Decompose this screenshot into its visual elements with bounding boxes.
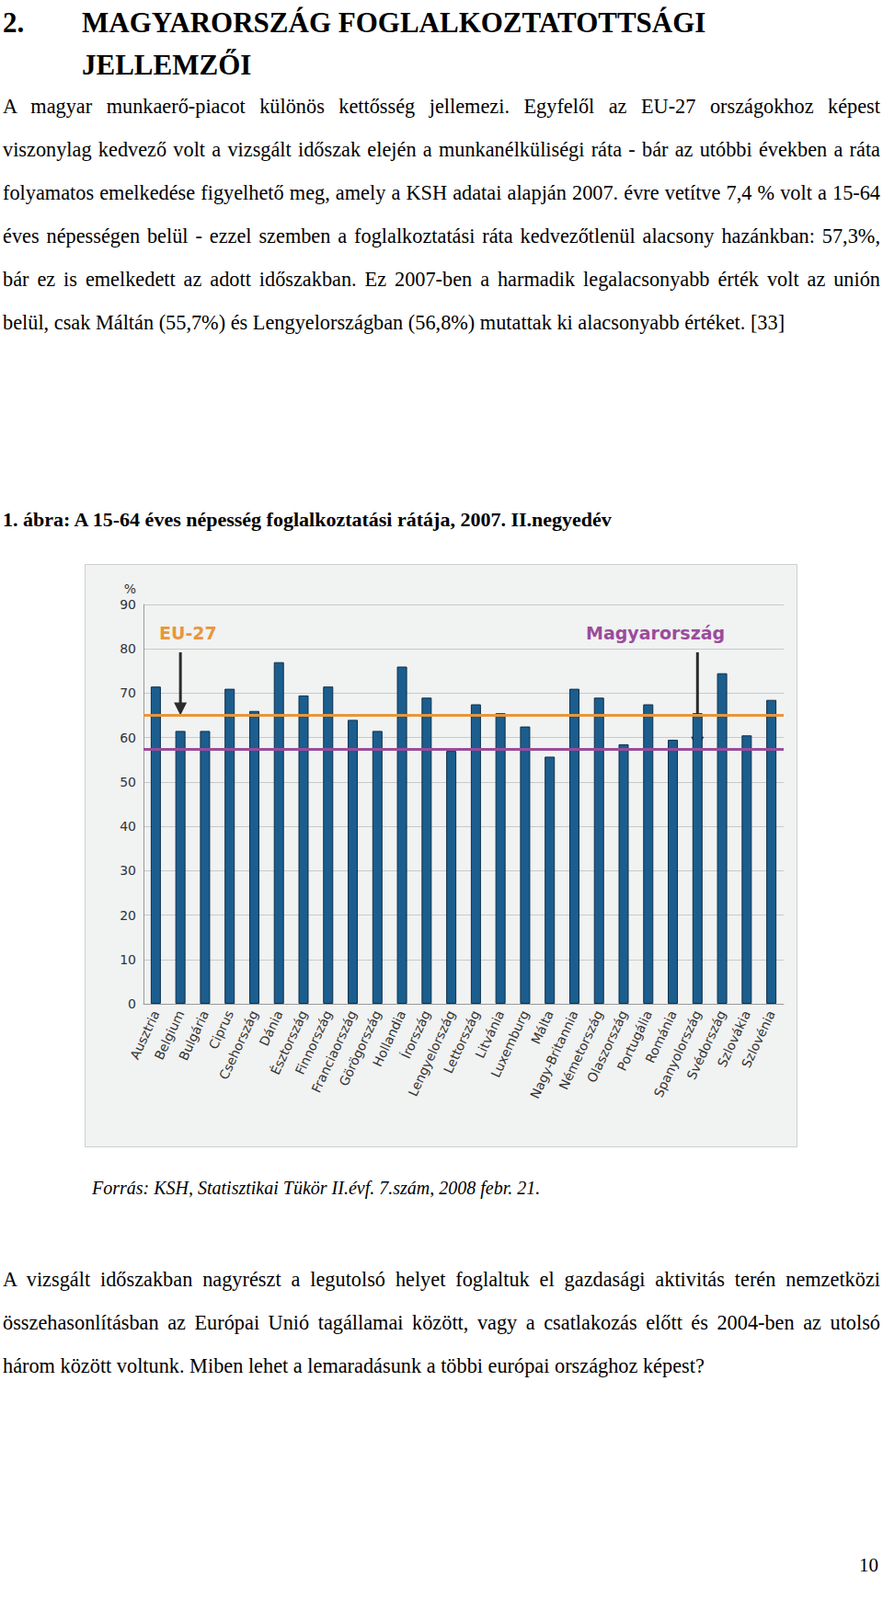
svg-text:Szlovákia: Szlovákia bbox=[714, 1007, 754, 1069]
svg-text:0: 0 bbox=[127, 996, 137, 1011]
svg-text:Hollandia: Hollandia bbox=[369, 1008, 409, 1069]
svg-text:70: 70 bbox=[119, 685, 137, 700]
html-text:1. ábra: A 15-64 éves népesség: 1. ábra: A 15-64 éves népesség foglalkoz… bbox=[2, 507, 612, 531]
svg-text:Luxemburg: Luxemburg bbox=[487, 1008, 532, 1080]
svg-text:30: 30 bbox=[119, 862, 137, 878]
svg-text:Bulgária: Bulgária bbox=[175, 1008, 212, 1063]
svg-text:Nagy-Britannia: Nagy-Britannia bbox=[527, 1007, 582, 1101]
svg-text:Csehország: Csehország bbox=[216, 1008, 262, 1082]
svg-text:Ausztria: Ausztria bbox=[127, 1007, 163, 1062]
svg-text:10: 10 bbox=[119, 951, 137, 967]
svg-text:EU-27: EU-27 bbox=[159, 622, 218, 643]
svg-text:Málta: Málta bbox=[528, 1007, 557, 1047]
html-text:10: 10 bbox=[859, 1553, 879, 1576]
svg-text:Svédország: Svédország bbox=[683, 1007, 729, 1082]
html-text:A vizsgált időszakban nagyrész: A vizsgált időszakban nagyrészt a leguto… bbox=[2, 1267, 881, 1377]
svg-text:%: % bbox=[124, 581, 137, 597]
svg-text:Litvánia: Litvánia bbox=[472, 1007, 508, 1061]
html-text:A magyar munkaerő-piacot külön: A magyar munkaerő-piacot különös kettőss… bbox=[2, 94, 881, 334]
svg-text:Románia: Románia bbox=[642, 1007, 680, 1065]
html-text:2.: 2. bbox=[2, 6, 25, 39]
svg-text:Magyarország: Magyarország bbox=[585, 622, 725, 643]
svg-text:50: 50 bbox=[119, 774, 137, 790]
svg-text:40: 40 bbox=[119, 818, 137, 834]
svg-text:60: 60 bbox=[119, 730, 137, 746]
html-text:MAGYARORSZÁG FOGLALKOZTATOTTSÁ: MAGYARORSZÁG FOGLALKOZTATOTTSÁGI JELLEMZ… bbox=[81, 6, 706, 81]
svg-text:80: 80 bbox=[119, 641, 137, 656]
svg-text:20: 20 bbox=[119, 907, 137, 923]
svg-text:Dánia: Dánia bbox=[256, 1007, 286, 1048]
svg-text:Lettország: Lettország bbox=[440, 1008, 483, 1076]
svg-text:Lengyelország: Lengyelország bbox=[405, 1007, 458, 1099]
svg-text:Spanyolország: Spanyolország bbox=[651, 1007, 705, 1100]
svg-text:Szlovénia: Szlovénia bbox=[738, 1008, 779, 1070]
svg-text:Franciaország: Franciaország bbox=[308, 1007, 360, 1095]
svg-text:90: 90 bbox=[119, 596, 137, 612]
html-text:Forrás: KSH, Statisztikai Tükö: Forrás: KSH, Statisztikai Tükör II.évf. … bbox=[91, 1177, 541, 1198]
svg-text:Finnország: Finnország bbox=[292, 1007, 335, 1077]
svg-text:Portugália: Portugália bbox=[614, 1008, 655, 1074]
svg-text:Észtország: Észtország bbox=[267, 1007, 311, 1077]
svg-text:Ciprus: Ciprus bbox=[205, 1007, 237, 1051]
svg-text:Belgium: Belgium bbox=[151, 1007, 188, 1062]
svg-text:Írország: Írország bbox=[398, 1007, 434, 1061]
svg-text:Olaszország: Olaszország bbox=[584, 1007, 631, 1085]
svg-text:Németország: Németország bbox=[556, 1007, 606, 1092]
svg-text:Görögország: Görögország bbox=[336, 1007, 385, 1088]
